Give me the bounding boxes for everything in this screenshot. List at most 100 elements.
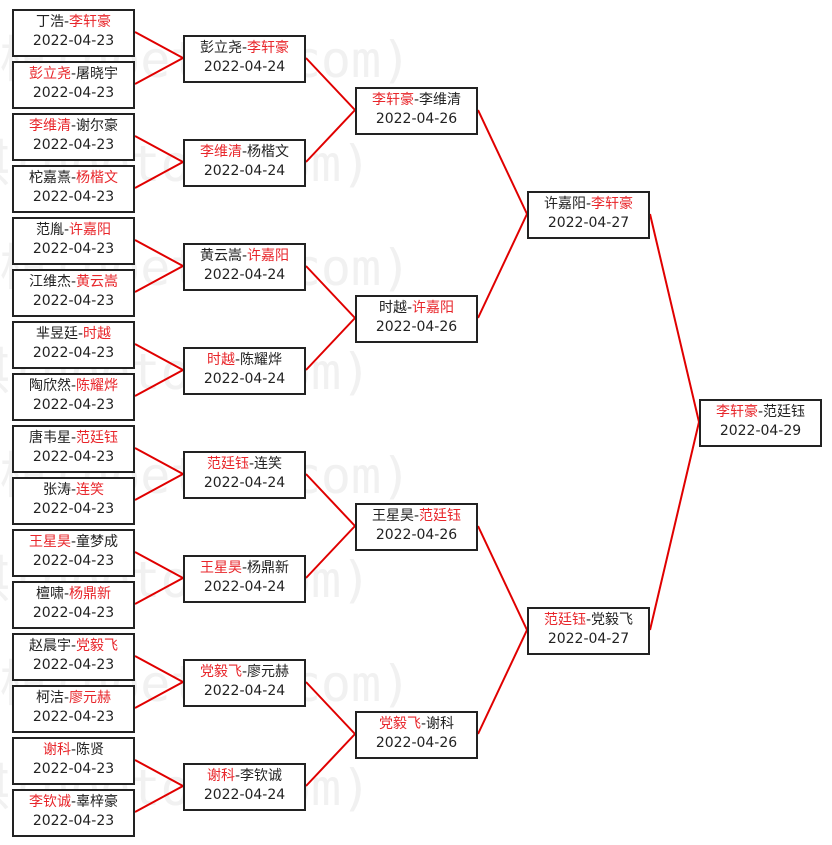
- match-date: 2022-04-24: [203, 371, 286, 387]
- player-1: 范廷钰: [206, 456, 249, 472]
- match-box: 王星昊-童梦成 2022-04-23: [12, 529, 135, 577]
- match-players: 李轩豪-范廷钰: [715, 404, 806, 420]
- match-box: 李钦诚-辜梓豪 2022-04-23: [12, 789, 135, 837]
- player-1: 许嘉阳: [543, 196, 586, 212]
- match-players: 谢科-陈贤: [42, 742, 105, 758]
- match-players: 党毅飞-谢科: [378, 716, 455, 732]
- bracket-connector: [134, 265, 184, 293]
- match-players: 陶欣然-陈耀烨: [28, 378, 119, 394]
- match-box: 陶欣然-陈耀烨 2022-04-23: [12, 373, 135, 421]
- player-2: 辜梓豪: [76, 794, 119, 810]
- match-date: 2022-04-23: [32, 293, 115, 309]
- player-2: 廖元赫: [69, 690, 112, 706]
- bracket-connector: [134, 447, 184, 475]
- match-box: 王星昊-范廷钰 2022-04-26: [355, 503, 478, 551]
- match-players: 时越-陈耀烨: [206, 352, 283, 368]
- final-match-box: 李轩豪-范廷钰 2022-04-29: [699, 399, 822, 447]
- bracket-connector: [477, 525, 528, 631]
- match-box: 谢科-陈贤 2022-04-23: [12, 737, 135, 785]
- match-box: 李维清-杨楷文 2022-04-24: [183, 139, 306, 187]
- player-2: 连笑: [76, 482, 105, 498]
- bracket-connector: [134, 785, 184, 813]
- player-1: 时越: [206, 352, 235, 368]
- bracket-connector: [134, 31, 184, 59]
- match-players: 王星昊-童梦成: [28, 534, 119, 550]
- player-1: 檀啸: [35, 586, 64, 602]
- match-date: 2022-04-26: [375, 527, 458, 543]
- player-1: 王星昊: [371, 508, 414, 524]
- player-1: 党毅飞: [199, 664, 242, 680]
- player-1: 陶欣然: [28, 378, 71, 394]
- player-1: 王星昊: [28, 534, 71, 550]
- player-1: 李维清: [199, 144, 242, 160]
- match-box: 李维清-谢尔豪 2022-04-23: [12, 113, 135, 161]
- player-1: 李钦诚: [28, 794, 71, 810]
- player-1: 赵晨宇: [28, 638, 71, 654]
- player-2: 陈耀烨: [76, 378, 119, 394]
- match-players: 范胤-许嘉阳: [35, 222, 112, 238]
- player-2: 李轩豪: [591, 196, 634, 212]
- bracket-connector: [305, 733, 356, 787]
- match-players: 柁嘉熹-杨楷文: [28, 170, 119, 186]
- match-date: 2022-04-23: [32, 449, 115, 465]
- player-1: 党毅飞: [378, 716, 421, 732]
- player-1: 范胤: [35, 222, 64, 238]
- match-date: 2022-04-23: [32, 709, 115, 725]
- player-1: 时越: [378, 300, 407, 316]
- match-players: 王星昊-范廷钰: [371, 508, 462, 524]
- player-2: 陈耀烨: [240, 352, 283, 368]
- bracket-connector: [134, 161, 184, 189]
- player-2: 李维清: [419, 92, 462, 108]
- match-box: 李轩豪-李维清 2022-04-26: [355, 87, 478, 135]
- player-2: 杨楷文: [247, 144, 290, 160]
- match-box: 芈昱廷-时越 2022-04-23: [12, 321, 135, 369]
- match-box: 谢科-李钦诚 2022-04-24: [183, 763, 306, 811]
- match-players: 檀啸-杨鼎新: [35, 586, 112, 602]
- match-box: 时越-陈耀烨 2022-04-24: [183, 347, 306, 395]
- match-box: 范胤-许嘉阳 2022-04-23: [12, 217, 135, 265]
- match-date: 2022-04-23: [32, 553, 115, 569]
- bracket-connector: [134, 655, 184, 683]
- bracket-connector: [134, 135, 184, 163]
- match-box: 檀啸-杨鼎新 2022-04-23: [12, 581, 135, 629]
- bracket-connector: [134, 473, 184, 501]
- player-1: 芈昱廷: [35, 326, 78, 342]
- bracket-connector: [477, 109, 528, 215]
- bracket-connector: [134, 551, 184, 579]
- match-players: 党毅飞-廖元赫: [199, 664, 290, 680]
- player-2: 党毅飞: [591, 612, 634, 628]
- player-2: 杨鼎新: [69, 586, 112, 602]
- bracket-connector: [477, 213, 528, 319]
- match-box: 范廷钰-连笑 2022-04-24: [183, 451, 306, 499]
- match-date: 2022-04-26: [375, 319, 458, 335]
- match-date: 2022-04-24: [203, 579, 286, 595]
- match-box: 张涛-连笑 2022-04-23: [12, 477, 135, 525]
- player-1: 唐韦星: [28, 430, 71, 446]
- player-1: 李轩豪: [371, 92, 414, 108]
- bracket-connector: [134, 577, 184, 605]
- match-date: 2022-04-23: [32, 137, 115, 153]
- match-date: 2022-04-29: [719, 423, 802, 439]
- match-date: 2022-04-26: [375, 735, 458, 751]
- bracket-connector: [477, 629, 528, 735]
- match-players: 范廷钰-连笑: [206, 456, 283, 472]
- match-box: 时越-许嘉阳 2022-04-26: [355, 295, 478, 343]
- match-date: 2022-04-23: [32, 657, 115, 673]
- bracket-connector: [305, 109, 356, 163]
- bracket-connector: [134, 343, 184, 371]
- player-1: 黄云嵩: [199, 248, 242, 264]
- match-box: 黄云嵩-许嘉阳 2022-04-24: [183, 243, 306, 291]
- player-1: 范廷钰: [543, 612, 586, 628]
- match-players: 彭立尧-李轩豪: [199, 40, 290, 56]
- match-box: 党毅飞-廖元赫 2022-04-24: [183, 659, 306, 707]
- player-2: 廖元赫: [247, 664, 290, 680]
- match-players: 李轩豪-李维清: [371, 92, 462, 108]
- player-2: 杨楷文: [76, 170, 119, 186]
- player-2: 谢科: [426, 716, 455, 732]
- match-box: 柯洁-廖元赫 2022-04-23: [12, 685, 135, 733]
- bracket-connector: [134, 369, 184, 397]
- bracket-connector: [649, 213, 700, 423]
- match-date: 2022-04-24: [203, 59, 286, 75]
- player-2: 李钦诚: [240, 768, 283, 784]
